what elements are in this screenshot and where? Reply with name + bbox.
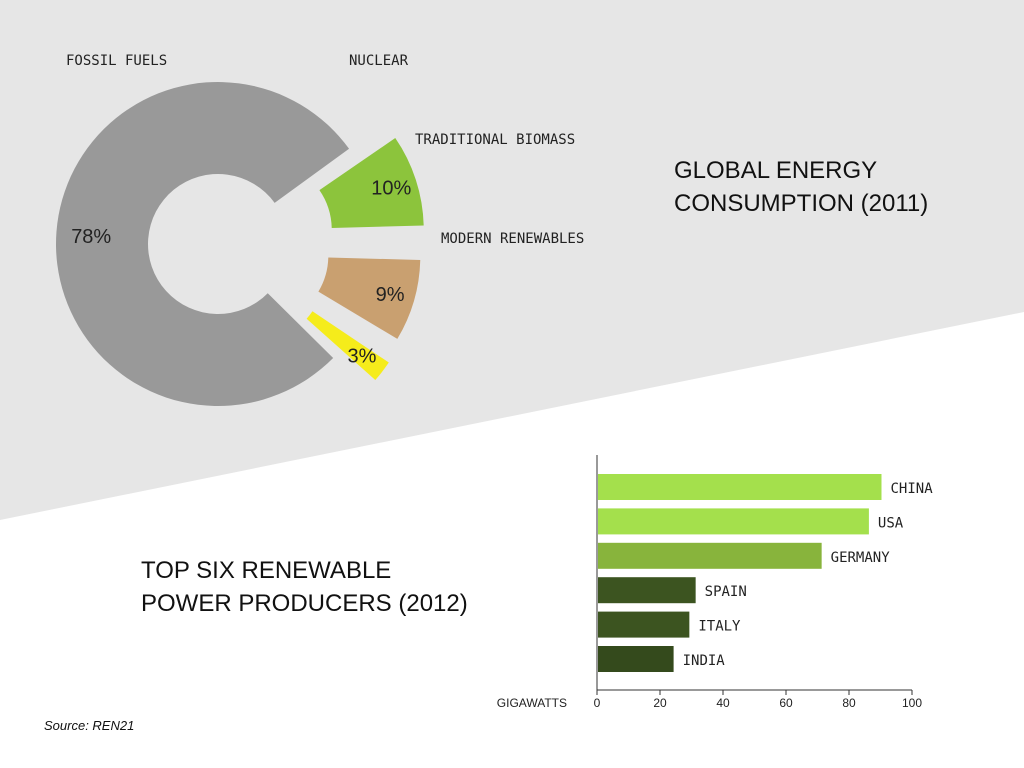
donut-slice-traditional-biomass <box>318 257 421 339</box>
bar-usa <box>598 508 869 535</box>
bar-title-line-1: TOP SIX RENEWABLE <box>141 557 392 584</box>
x-axis-label: GIGAWATTS <box>497 696 567 710</box>
bar-india <box>598 646 674 672</box>
donut-category-label-fossil-fuels: FOSSIL FUELS <box>66 53 167 69</box>
donut-chart: 78% FOSSIL FUELS 3% NUCLEAR 9% TRADITIONAL BI… <box>56 53 584 407</box>
donut-value-label-nuclear: 3% <box>348 346 377 368</box>
pie-title-line-2: CONSUMPTION (2011) <box>674 190 929 217</box>
donut-value-label-traditional-biomass: 9% <box>376 284 405 306</box>
bar-label-india: INDIA <box>683 653 726 669</box>
bar-chart: 0 20 40 60 80 100 GIGAWATTS CHINA USA GERMANY SPAI… <box>497 455 933 710</box>
bar-germany <box>598 542 822 569</box>
x-tick-label-100: 100 <box>902 696 922 710</box>
x-tick-label-0: 0 <box>594 696 601 710</box>
bar-label-italy: ITALY <box>698 619 741 635</box>
donut-category-label-traditional-biomass: TRADITIONAL BIOMASS <box>415 132 575 148</box>
donut-slice-modern-renewables <box>319 138 424 228</box>
bar-label-china: CHINA <box>891 481 934 497</box>
x-tick-label-40: 40 <box>716 696 730 710</box>
bar-italy <box>598 611 690 638</box>
bar-label-spain: SPAIN <box>705 584 747 600</box>
donut-slice-fossil-fuels <box>56 82 350 407</box>
donut-value-label-fossil-fuels: 78% <box>71 226 111 248</box>
source-note: Source: REN21 <box>44 718 135 733</box>
bar-label-germany: GERMANY <box>831 550 891 566</box>
bar-china <box>598 474 882 500</box>
bar-chart-title: TOP SIX RENEWABLE POWER PRODUCERS (2012) <box>141 554 468 620</box>
x-tick-label-20: 20 <box>653 696 667 710</box>
x-tick-label-60: 60 <box>779 696 793 710</box>
background-band <box>0 0 1024 520</box>
x-tick-label-80: 80 <box>842 696 856 710</box>
donut-slice-nuclear <box>306 311 389 380</box>
donut-category-label-nuclear: NUCLEAR <box>349 53 409 69</box>
pie-title-line-1: GLOBAL ENERGY <box>674 157 878 184</box>
bar-spain <box>598 577 696 604</box>
donut-category-label-modern-renewables: MODERN RENEWABLES <box>441 231 584 247</box>
bar-label-usa: USA <box>878 515 904 531</box>
pie-chart-title: GLOBAL ENERGY CONSUMPTION (2011) <box>674 154 928 220</box>
donut-value-label-modern-renewables: 10% <box>371 178 411 200</box>
bar-title-line-2: POWER PRODUCERS (2012) <box>141 590 468 617</box>
